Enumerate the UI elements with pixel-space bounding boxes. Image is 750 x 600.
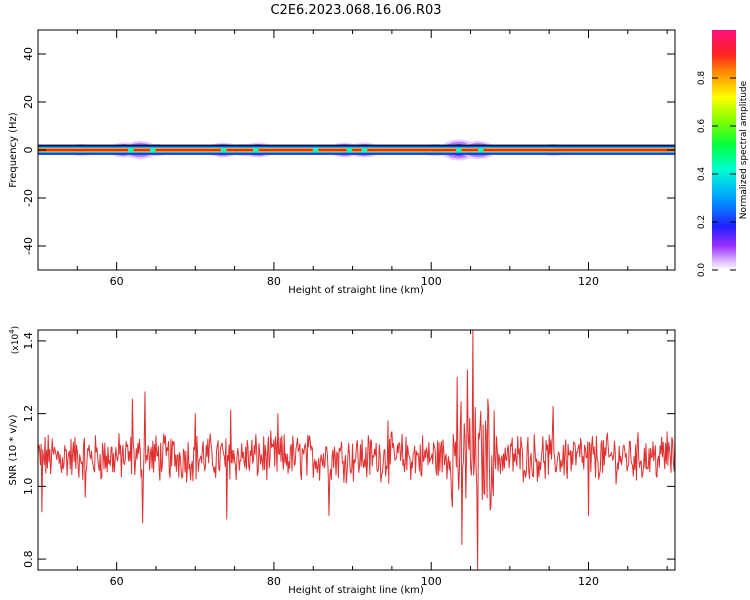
x-tick-label: 100 [421,275,442,288]
colorbar: 0.0 0.2 0.4 0.6 0.8 Normalized spectral ampl… [697,30,749,277]
band-peak-marker [220,147,227,153]
y-tick-label: 20 [22,95,35,109]
x-tick-label: 120 [578,575,599,588]
band-peak-marker [361,147,368,153]
x-tick-label: 80 [267,275,281,288]
colorbar-label: Normalized spectral amplitude [739,80,749,219]
band-peak-marker [477,147,484,153]
chart-title: C2E6.2023.068.16.06.R03 [270,3,441,18]
y-tick-label: 1.4 [22,332,35,350]
snr-y-label: SNR (10 * v/v) [8,414,19,485]
x-tick-label: 120 [578,275,599,288]
colorbar-tick-label: 0.8 [697,71,707,86]
band-red-core [38,148,675,152]
x-tick-label: 80 [267,575,281,588]
snr-frame [37,329,676,571]
y-tick-label: 1.0 [22,478,35,496]
spectrogram-y-label: Frequency (Hz) [8,112,19,188]
y-tick-label: 0.8 [22,550,35,568]
y-tick-label: 0 [22,147,35,154]
spectrogram-panel: 60 80 100 120 -40 -20 0 20 40 Height of straight… [8,29,676,296]
band-peak-marker [252,147,259,153]
spectral-band [38,144,675,155]
band-peak-marker [346,147,353,153]
band-peak-marker [312,147,319,153]
snr-x-label: Height of straight line (km) [288,585,424,596]
x-tick-label: 60 [110,275,124,288]
x-tick-label: 60 [110,575,124,588]
colorbar-ticks: 0.0 0.2 0.4 0.6 0.8 [697,71,736,278]
colorbar-tick-label: 0.2 [697,215,707,229]
spectrogram-x-label: Height of straight line (km) [288,285,424,296]
y-tick-label: -40 [22,237,35,255]
y-tick-label: -20 [22,189,35,207]
x-tick-label: 100 [421,575,442,588]
snr-panel: 60 80 100 120 0.8 1.0 1.2 1.4 Height of straigh… [8,326,676,596]
snr-ticks: 60 80 100 120 0.8 1.0 1.2 1.4 [22,330,675,588]
y-tick-label: 1.2 [22,405,35,423]
snr-multiplier-label: (x104) [8,326,21,354]
band-peak-marker [127,147,134,153]
colorbar-gradient [712,30,736,270]
colorbar-tick-label: 0.0 [697,263,707,278]
spectrogram-ticks: 60 80 100 120 -40 -20 0 20 40 [22,30,675,288]
colorbar-tick-label: 0.4 [697,167,707,182]
snr-line [38,330,675,570]
band-peak-marker [455,147,462,153]
y-tick-label: 40 [22,47,35,61]
snr-series [38,330,675,570]
colorbar-tick-label: 0.6 [697,119,707,134]
band-peak-marker [149,147,156,153]
